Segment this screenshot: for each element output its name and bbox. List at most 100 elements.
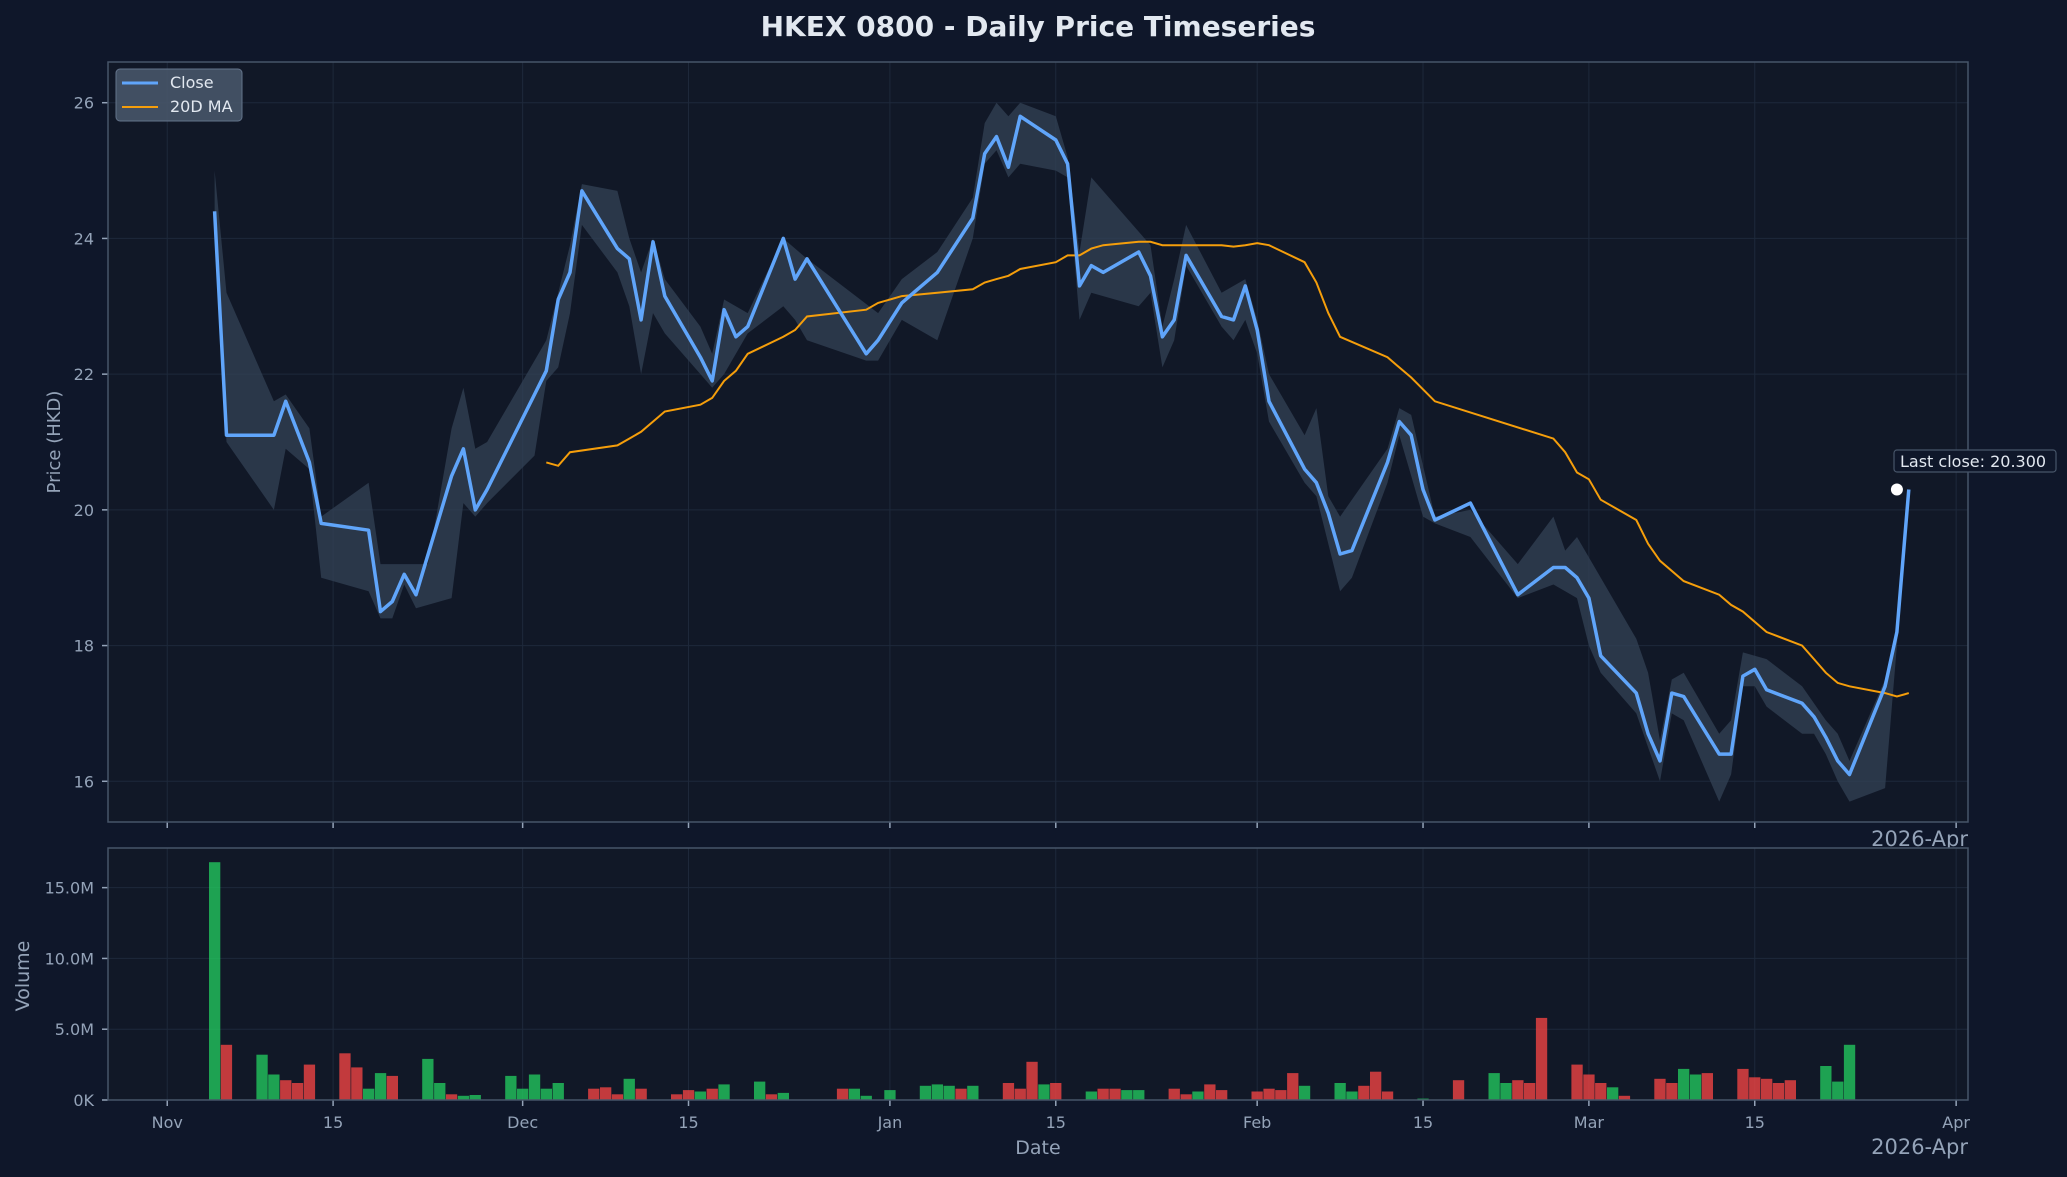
volume-y-tick-label: 10.0M: [45, 949, 94, 968]
volume-x-offset-label: 2026-Apr: [1871, 1135, 1968, 1159]
volume-bar: [374, 1073, 387, 1100]
volume-bar: [1204, 1084, 1216, 1100]
price-x-ticks: [166, 822, 1957, 828]
volume-bar: [884, 1090, 896, 1100]
volume-bar: [351, 1067, 363, 1100]
volume-bar: [540, 1088, 552, 1100]
volume-x-axis-label: Date: [1015, 1137, 1060, 1159]
volume-bar: [209, 862, 221, 1100]
volume-x-tick-label: 15: [323, 1113, 343, 1132]
volume-bar: [943, 1085, 955, 1100]
volume-bar: [1263, 1088, 1275, 1100]
price-plot-area: [108, 62, 1968, 822]
volume-bar: [1050, 1083, 1062, 1100]
legend: Close 20D MA: [115, 68, 243, 122]
volume-bar: [955, 1088, 967, 1100]
legend-label-close: Close: [170, 73, 214, 92]
volume-y-ticks: 0K 5.0M 10.0M 15.0M: [45, 879, 108, 1110]
volume-bar: [931, 1084, 943, 1100]
volume-bar: [220, 1044, 233, 1100]
volume-bar: [1512, 1080, 1524, 1100]
volume-bar: [1121, 1090, 1133, 1100]
volume-bar: [1298, 1085, 1311, 1100]
volume-bar: [1287, 1073, 1299, 1100]
volume-bar: [339, 1053, 351, 1100]
volume-bar: [848, 1088, 860, 1100]
volume-bar: [600, 1087, 612, 1100]
volume-grid: [108, 848, 1968, 1100]
price-y-tick-label: 26: [74, 94, 94, 113]
volume-bar: [280, 1080, 292, 1100]
volume-bar: [303, 1064, 316, 1100]
volume-bar: [1689, 1074, 1702, 1100]
volume-x-tick-label: 15: [678, 1113, 698, 1132]
volume-bar: [1097, 1088, 1109, 1100]
volume-bar: [469, 1095, 481, 1100]
volume-y-tick-label: 15.0M: [45, 879, 94, 898]
price-x-offset-label: 2026-Apr: [1871, 827, 1968, 851]
volume-bar: [1014, 1088, 1026, 1100]
volume-bar: [611, 1094, 624, 1100]
volume-bar: [528, 1074, 541, 1100]
volume-bar: [1524, 1083, 1536, 1100]
volume-bar: [1500, 1083, 1512, 1100]
volume-bar: [967, 1085, 979, 1100]
volume-bar: [1275, 1090, 1287, 1100]
volume-y-tick-label: 5.0M: [55, 1020, 94, 1039]
volume-bar: [1535, 1017, 1548, 1100]
volume-bar: [1109, 1088, 1121, 1100]
price-y-tick-label: 20: [74, 501, 94, 520]
volume-bar: [1358, 1085, 1370, 1100]
volume-x-tick-label: Apr: [1942, 1113, 1970, 1132]
volume-x-tick-label: Mar: [1574, 1113, 1605, 1132]
volume-bar: [1749, 1077, 1761, 1100]
volume-bar: [386, 1075, 398, 1100]
volume-bar: [1216, 1090, 1228, 1100]
volume-bar: [1133, 1090, 1145, 1100]
volume-x-tick-label: Nov: [152, 1113, 183, 1132]
volume-bar: [1595, 1083, 1607, 1100]
volume-bar: [1701, 1073, 1713, 1100]
volume-bar: [517, 1088, 529, 1100]
volume-bar: [1192, 1091, 1204, 1100]
volume-plot-area: [108, 848, 1968, 1100]
volume-bar: [422, 1058, 434, 1100]
volume-bar: [268, 1074, 280, 1100]
price-y-tick-label: 24: [74, 229, 94, 248]
volume-bar: [1346, 1091, 1358, 1100]
annotation-text: Last close: 20.300: [1900, 452, 2046, 471]
volume-bar: [1180, 1094, 1192, 1100]
volume-bar: [623, 1078, 635, 1100]
ma-20d-line: [546, 240, 1910, 698]
price-y-tick-label: 18: [74, 637, 94, 656]
close-line: [212, 114, 1911, 777]
volume-bar: [706, 1088, 718, 1100]
volume-x-tick-label: 15: [1046, 1113, 1066, 1132]
volume-bar: [1488, 1073, 1500, 1100]
volume-bar: [1381, 1091, 1394, 1100]
volume-bar: [1583, 1074, 1595, 1100]
legend-label-ma: 20D MA: [170, 97, 233, 116]
volume-bar: [291, 1083, 304, 1100]
price-y-tick-label: 16: [74, 772, 94, 791]
volume-bar: [1085, 1091, 1097, 1100]
volume-bar: [1737, 1068, 1749, 1100]
volume-bar: [552, 1083, 564, 1100]
volume-bar: [777, 1092, 789, 1100]
volume-bar: [836, 1088, 849, 1100]
volume-x-tick-label: Dec: [507, 1113, 538, 1132]
volume-y-tick-label: 0K: [73, 1091, 94, 1110]
volume-bar: [1026, 1061, 1038, 1100]
volume-bar: [1784, 1080, 1796, 1100]
volume-bar: [754, 1081, 766, 1100]
volume-bars: [209, 862, 1856, 1100]
volume-bar: [718, 1084, 730, 1100]
volume-bar: [1251, 1091, 1263, 1100]
price-y-axis-label: Price (HKD): [44, 391, 65, 494]
volume-x-tick-label: Jan: [877, 1113, 903, 1132]
volume-bar: [363, 1088, 375, 1100]
volume-bar: [1618, 1095, 1631, 1100]
volume-bar: [1761, 1078, 1773, 1100]
